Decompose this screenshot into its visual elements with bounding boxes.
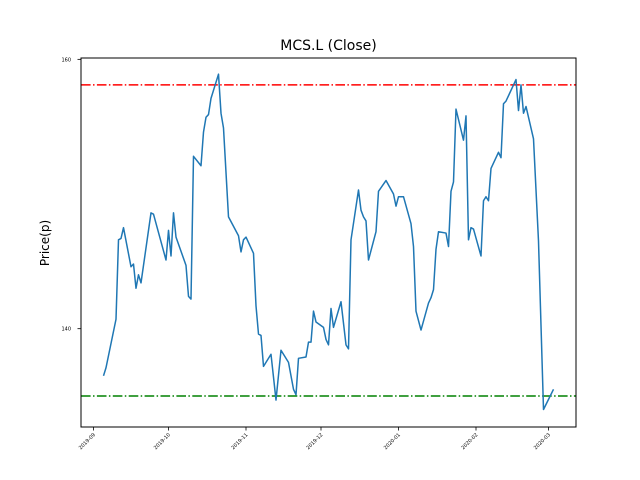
axes-frame [80, 57, 577, 428]
y-tick-label: 160 [61, 57, 71, 63]
close-price-line [102, 73, 555, 411]
chart-title: MCS.L (Close) [280, 38, 377, 54]
y-axis-label: Price(p) [38, 220, 52, 266]
y-tick-label: 140 [61, 327, 71, 333]
